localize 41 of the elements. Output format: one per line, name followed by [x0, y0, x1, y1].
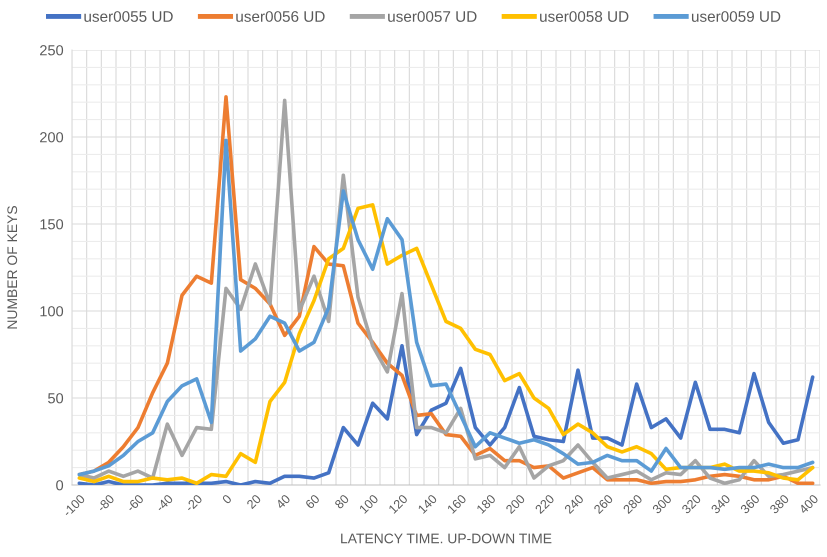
x-tick-label: 160	[446, 494, 467, 514]
x-tick-label: 300	[652, 494, 672, 514]
x-tick-label: -100	[62, 494, 86, 518]
x-tick-label: 220	[534, 494, 555, 514]
x-tick-label: 120	[388, 494, 408, 514]
y-tick-label: 100	[40, 306, 64, 316]
legend-label: user0057 UD	[388, 11, 476, 22]
x-tick-label: 360	[740, 494, 760, 514]
legend-label: user0059 UD	[692, 11, 780, 22]
x-tick-label: -20	[184, 494, 203, 512]
line-series	[78, 344, 814, 485]
x-tick-label: 200	[505, 494, 526, 514]
y-tick-label: 0	[56, 480, 64, 490]
x-tick-label: 380	[769, 494, 790, 514]
x-tick-label: 340	[710, 494, 731, 514]
x-tick-label: -60	[126, 494, 144, 512]
y-tick-label: 200	[40, 132, 64, 142]
y-axis-title: NUMBER OF KEYS	[7, 206, 18, 328]
x-tick-label: 260	[593, 494, 614, 514]
y-tick-label: 150	[40, 219, 64, 230]
legend-label: user0055 UD	[84, 11, 173, 22]
x-tick-label: -40	[155, 494, 174, 512]
y-tick-label: 250	[40, 45, 64, 56]
x-tick-label: -80	[96, 494, 115, 512]
x-tick-label: 400	[798, 494, 819, 514]
line-series	[78, 203, 814, 485]
x-tick-label: 320	[681, 494, 702, 514]
x-tick-label: 240	[564, 494, 584, 514]
x-tick-label: 280	[622, 494, 643, 514]
x-tick-label: 140	[417, 494, 438, 514]
x-tick-label: 180	[476, 494, 496, 514]
x-tick-label: 0	[222, 494, 232, 504]
y-tick-label: 50	[48, 393, 64, 404]
x-tick-label: 100	[358, 494, 379, 514]
x-axis-title: LATENCY TIME. UP-DOWN TIME	[341, 534, 552, 544]
x-tick-label: 60	[304, 494, 320, 510]
legend-label: user0058 UD	[540, 11, 628, 22]
x-tick-label: 20	[246, 494, 262, 510]
x-tick-label: 40	[275, 494, 291, 510]
legend-label: user0056 UD	[236, 11, 325, 22]
x-tick-label: 80	[334, 494, 350, 510]
